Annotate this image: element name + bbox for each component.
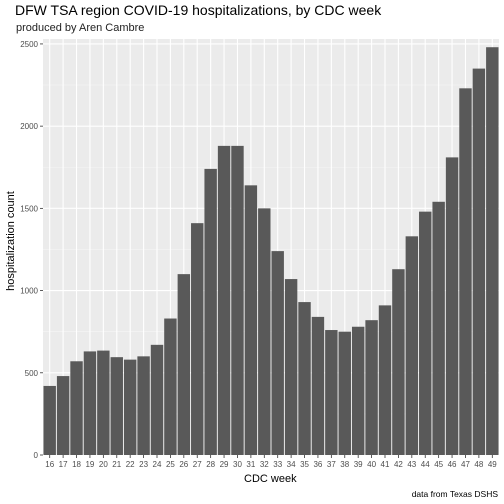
- x-tick-label: 32: [260, 460, 269, 469]
- bar: [459, 88, 472, 455]
- y-tick-label: 2000: [20, 122, 38, 131]
- x-tick-label: 23: [139, 460, 148, 469]
- bar: [284, 279, 298, 455]
- bar: [392, 269, 405, 455]
- x-tick-label: 43: [407, 460, 416, 469]
- x-tick-label: 38: [340, 460, 349, 469]
- bar: [56, 376, 70, 455]
- x-tick-label: 36: [313, 460, 322, 469]
- bar: [244, 185, 258, 456]
- bar: [486, 47, 499, 455]
- bar: [217, 145, 231, 455]
- bar: [231, 145, 244, 455]
- x-tick-label: 41: [381, 460, 390, 469]
- x-tick-label: 26: [179, 460, 188, 469]
- bar: [378, 305, 392, 455]
- bar: [271, 251, 284, 455]
- x-tick-label: 31: [246, 460, 255, 469]
- bar: [123, 359, 137, 455]
- bar: [432, 201, 445, 455]
- bar: [445, 157, 459, 456]
- bar: [365, 320, 378, 455]
- x-tick-label: 44: [421, 460, 430, 469]
- x-axis-label: CDC week: [244, 473, 297, 485]
- y-tick-label: 0: [34, 451, 39, 460]
- bar: [325, 330, 338, 455]
- chart-subtitle: produced by Aren Cambre: [16, 22, 145, 34]
- x-tick-label: 25: [166, 460, 175, 469]
- x-tick-label: 46: [448, 460, 457, 469]
- x-tick-label: 39: [354, 460, 363, 469]
- x-tick-label: 21: [112, 460, 121, 469]
- x-tick-label: 33: [273, 460, 282, 469]
- x-tick-label: 20: [99, 460, 108, 469]
- bar: [43, 385, 56, 455]
- x-tick-label: 28: [206, 460, 215, 469]
- bar: [110, 357, 123, 455]
- bar: [83, 351, 97, 455]
- x-tick-label: 17: [59, 460, 68, 469]
- x-tick-label: 47: [461, 460, 470, 469]
- x-tick-label: 27: [193, 460, 202, 469]
- bar: [164, 318, 177, 455]
- x-tick-label: 45: [434, 460, 443, 469]
- bar: [419, 211, 432, 455]
- bar: [70, 361, 83, 455]
- x-tick-label: 42: [394, 460, 403, 469]
- chart-title: DFW TSA region COVID-19 hospitalizations…: [15, 2, 382, 18]
- x-tick-label: 29: [220, 460, 229, 469]
- bar: [338, 331, 351, 455]
- bar: [177, 274, 191, 455]
- x-tick-label: 34: [287, 460, 296, 469]
- bar: [137, 356, 150, 455]
- x-tick-label: 19: [85, 460, 94, 469]
- bar: [191, 223, 204, 455]
- x-tick-label: 40: [367, 460, 376, 469]
- chart-caption: data from Texas DSHS: [411, 489, 498, 499]
- bar: [298, 302, 311, 455]
- x-tick-label: 18: [72, 460, 81, 469]
- bar: [258, 208, 271, 455]
- bar: [150, 344, 164, 455]
- bar: [351, 326, 365, 455]
- y-tick-label: 500: [25, 369, 39, 378]
- x-tick-label: 35: [300, 460, 309, 469]
- x-tick-label: 49: [488, 460, 497, 469]
- x-tick-label: 22: [126, 460, 135, 469]
- bar: [472, 68, 486, 456]
- bar: [97, 350, 110, 455]
- x-tick-label: 24: [153, 460, 162, 469]
- x-tick-label: 48: [474, 460, 483, 469]
- bar: [311, 316, 325, 455]
- bar: [405, 236, 419, 455]
- y-tick-label: 1000: [20, 287, 38, 296]
- bar: [204, 168, 217, 456]
- x-tick-label: 37: [327, 460, 336, 469]
- y-tick-label: 1500: [20, 204, 38, 213]
- x-tick-label: 16: [45, 460, 54, 469]
- y-tick-label: 2500: [20, 40, 38, 49]
- x-tick-label: 30: [233, 460, 242, 469]
